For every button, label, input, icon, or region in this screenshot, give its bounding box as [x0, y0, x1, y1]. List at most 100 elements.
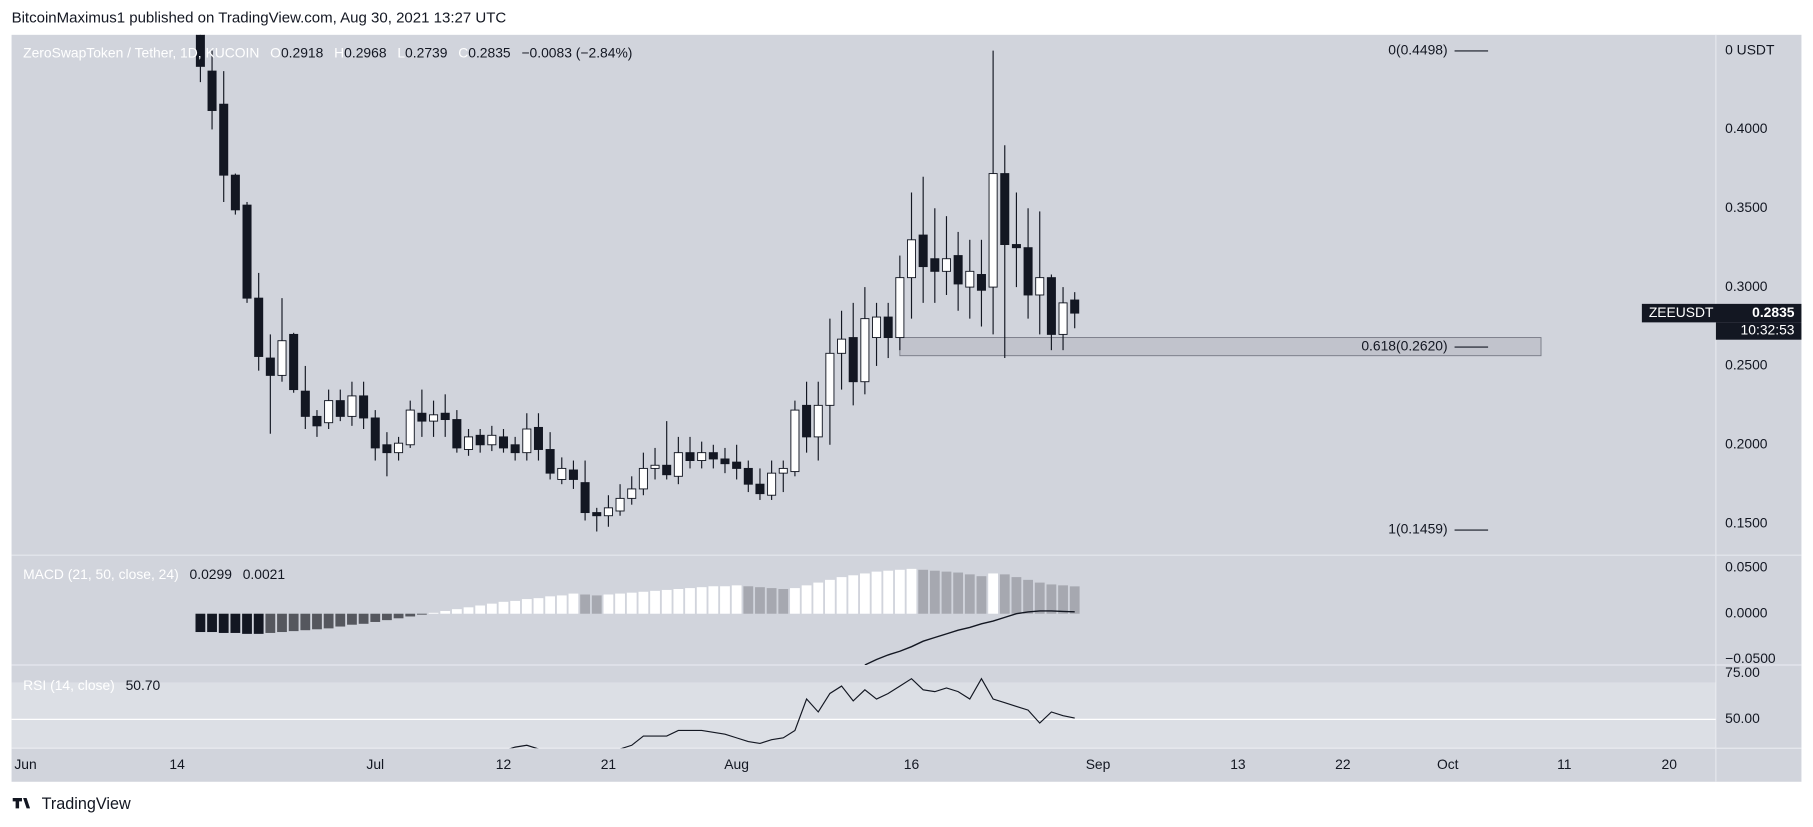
candle-body — [615, 497, 625, 512]
macd-bar — [545, 596, 556, 614]
candle-body — [848, 337, 858, 383]
y-tick-label: 0.2500 — [1725, 357, 1768, 373]
ohlc-letter: O — [270, 44, 281, 60]
x-tick-label: Oct — [1437, 756, 1459, 772]
macd-bar — [790, 588, 800, 614]
candle-body — [662, 464, 672, 476]
candle-body — [347, 395, 357, 417]
macd-bar — [253, 613, 264, 634]
macd-bar — [323, 613, 334, 629]
rsi-value: 50.70 — [126, 676, 161, 692]
macd-bar — [370, 613, 381, 622]
macd-bar — [766, 588, 777, 614]
countdown-tag — [1715, 322, 1802, 340]
candle-body — [359, 395, 369, 419]
macd-bar — [673, 589, 684, 614]
macd-bar — [720, 586, 730, 614]
macd-bar — [312, 613, 322, 630]
candle-body — [487, 434, 497, 446]
macd-bar — [486, 603, 497, 614]
macd-bar — [859, 573, 870, 614]
macd-bar — [661, 589, 672, 614]
candle-body — [1046, 277, 1056, 335]
macd-bar — [207, 613, 217, 633]
macd-bar — [393, 613, 404, 619]
macd-title: MACD (21, 50, close, 24) — [23, 565, 179, 581]
candle-body — [732, 461, 742, 469]
candle-body — [522, 428, 532, 454]
candle-body — [603, 507, 613, 517]
candle-body — [872, 316, 882, 339]
candle-body — [650, 464, 660, 469]
candle-body — [557, 467, 567, 480]
y-tick-label: 50.00 — [1725, 710, 1760, 726]
candle-body — [778, 467, 788, 474]
candle-body — [452, 419, 462, 449]
macd-bar — [358, 613, 369, 624]
macd-bar — [894, 569, 905, 614]
x-tick-label: 14 — [169, 756, 185, 772]
candle-body — [207, 70, 217, 111]
candle-body — [1058, 302, 1068, 335]
macd-bar — [1011, 577, 1022, 614]
y-tick-label: 0.4000 — [1725, 120, 1768, 136]
candle-body — [1000, 173, 1010, 245]
candle-body — [405, 409, 415, 446]
footer-logo: TradingView — [12, 795, 131, 813]
fib-label: 0.618(0.2620) — [1361, 338, 1447, 354]
candle-body — [568, 469, 578, 480]
x-tick-label: 11 — [1557, 756, 1572, 772]
macd-bar — [650, 590, 660, 614]
candle-body — [195, 34, 205, 67]
candle-body — [440, 412, 450, 421]
macd-bar — [568, 593, 579, 614]
macd-bar — [440, 610, 451, 614]
macd-bar — [428, 612, 439, 614]
macd-bar — [883, 570, 894, 614]
x-tick-label: 21 — [601, 756, 617, 772]
candle-body — [1011, 244, 1021, 249]
legend: ZeroSwapToken / Tether, 1D, KUCOIN O 0.29… — [23, 44, 632, 60]
macd-legend: MACD (21, 50, close, 24) 0.0299 0.0021 — [23, 565, 285, 581]
candle-body — [802, 404, 812, 438]
macd-bar — [1034, 582, 1045, 614]
macd-bar — [999, 574, 1010, 614]
candle-body — [767, 472, 777, 496]
candle-body — [697, 452, 707, 462]
macd-bar — [218, 613, 229, 633]
ohlc-letter: H — [334, 44, 344, 60]
candle-body — [382, 444, 392, 454]
change: −0.0083 (−2.84%) — [521, 44, 632, 60]
macd-bar — [836, 577, 847, 614]
candle-body — [242, 204, 252, 299]
macd-bar — [603, 594, 614, 614]
macd-bar — [288, 613, 299, 632]
macd-bar — [755, 587, 765, 614]
candle-body — [941, 258, 951, 272]
candle-body — [580, 482, 590, 514]
ohlc-letter: C — [458, 44, 468, 60]
candle-body — [883, 316, 893, 339]
candle-body — [289, 333, 299, 391]
candle-body — [976, 274, 986, 291]
chart-area — [11, 34, 1802, 782]
high-value: 0.2968 — [344, 44, 387, 60]
candle-body — [335, 400, 345, 417]
candle-body — [254, 297, 264, 357]
candle-body — [906, 239, 917, 279]
macd-bar — [988, 573, 999, 614]
candle-body — [638, 467, 648, 490]
symbol: ZeroSwapToken / Tether, 1D, KUCOIN — [23, 44, 259, 60]
candle-body — [277, 340, 287, 376]
macd-bar — [964, 574, 975, 614]
x-tick-label: Aug — [724, 756, 749, 772]
x-tick-label: 20 — [1662, 756, 1678, 772]
macd-hist-value: 0.0299 — [190, 565, 233, 581]
y-tick-label: 0.0500 — [1725, 559, 1768, 575]
macd-bar — [626, 592, 637, 614]
macd-bar — [743, 586, 754, 614]
macd-bar — [953, 572, 964, 614]
y-tick-label: −0.0500 — [1725, 650, 1776, 666]
macd-pane — [195, 568, 1080, 665]
